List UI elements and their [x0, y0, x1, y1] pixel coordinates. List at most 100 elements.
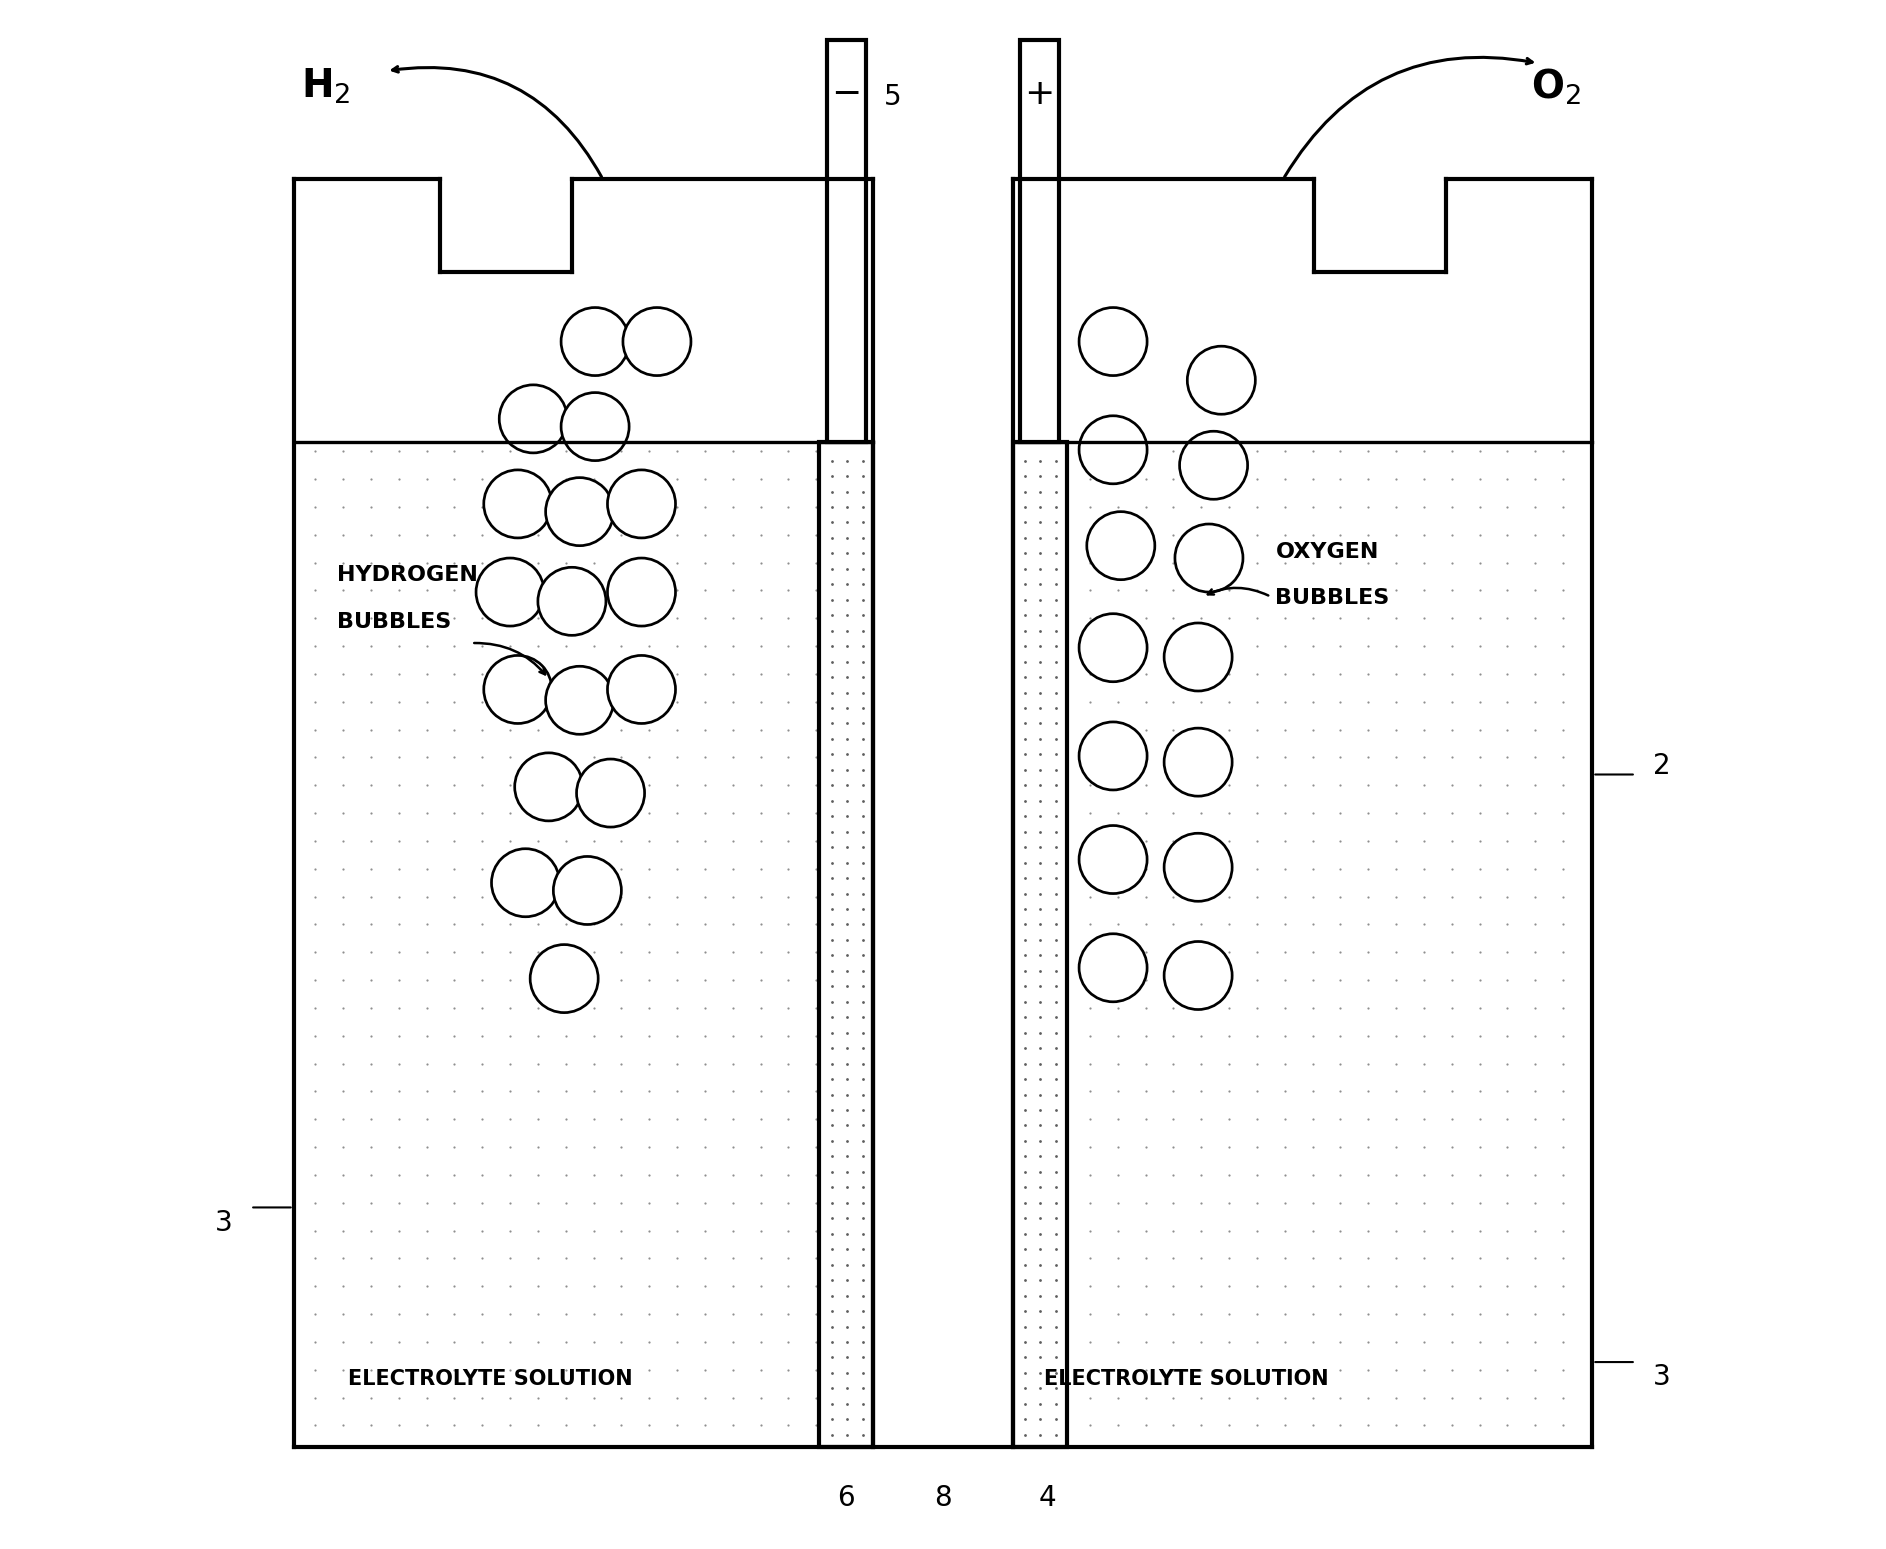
Point [1075, 996, 1105, 1021]
Point [1130, 940, 1160, 965]
Point [1158, 578, 1188, 603]
Circle shape [577, 759, 645, 827]
Point [1437, 1163, 1467, 1188]
Point [830, 466, 860, 491]
Point [773, 773, 803, 798]
Point [1298, 1413, 1328, 1437]
Point [439, 634, 470, 658]
Point [1520, 717, 1550, 742]
Point [773, 1218, 803, 1242]
Point [847, 1145, 877, 1169]
Point [690, 912, 720, 937]
Point [1520, 606, 1550, 630]
Point [719, 634, 749, 658]
Point [579, 773, 609, 798]
Point [817, 1114, 847, 1139]
Point [1186, 550, 1216, 575]
Point [1018, 606, 1049, 630]
Point [1548, 968, 1579, 993]
Point [830, 884, 860, 909]
Point [356, 857, 387, 881]
Point [1041, 587, 1071, 612]
Point [1326, 912, 1356, 937]
Point [383, 1135, 413, 1160]
Point [356, 996, 387, 1021]
Point [1158, 801, 1188, 826]
Point [1298, 968, 1328, 993]
Point [1492, 745, 1522, 770]
Text: 2: 2 [1654, 753, 1671, 781]
Point [1520, 912, 1550, 937]
Point [1326, 494, 1356, 519]
Point [847, 1114, 877, 1139]
Point [1103, 634, 1133, 658]
Point [1241, 1357, 1271, 1382]
Point [1437, 494, 1467, 519]
Point [802, 884, 832, 909]
Point [468, 1329, 498, 1354]
Point [690, 494, 720, 519]
Point [817, 525, 847, 550]
Point [1298, 717, 1328, 742]
Point [300, 996, 330, 1021]
Point [1026, 866, 1056, 891]
Point [1018, 1024, 1049, 1049]
Point [605, 1080, 636, 1104]
Point [1215, 522, 1245, 547]
Point [832, 448, 862, 472]
Point [1492, 661, 1522, 686]
Point [1047, 522, 1077, 547]
Point [745, 1163, 775, 1188]
Point [1548, 661, 1579, 686]
Point [1381, 1357, 1411, 1382]
Circle shape [545, 666, 613, 734]
Point [1464, 773, 1494, 798]
Point [1269, 857, 1299, 881]
Point [356, 1163, 387, 1188]
Point [1381, 1329, 1411, 1354]
Point [605, 1218, 636, 1242]
Point [1548, 940, 1579, 965]
Point [1041, 773, 1071, 798]
Point [1186, 634, 1216, 658]
Point [1158, 689, 1188, 714]
Point [690, 829, 720, 853]
Point [802, 1135, 832, 1160]
Point [745, 1108, 775, 1132]
Point [830, 1329, 860, 1354]
Point [468, 912, 498, 937]
Point [817, 1067, 847, 1092]
Point [802, 1024, 832, 1049]
Point [1009, 819, 1039, 844]
Point [579, 1080, 609, 1104]
Point [1492, 801, 1522, 826]
Point [1026, 665, 1056, 689]
Point [1158, 1163, 1188, 1188]
Point [494, 857, 524, 881]
Point [1130, 1080, 1160, 1104]
Point [1186, 689, 1216, 714]
Point [1464, 857, 1494, 881]
Point [1009, 525, 1039, 550]
Point [1520, 1052, 1550, 1077]
Point [1018, 1080, 1049, 1104]
Point [1026, 1205, 1056, 1230]
Point [1548, 494, 1579, 519]
Point [1464, 438, 1494, 463]
Point [328, 1385, 358, 1410]
Point [468, 634, 498, 658]
Point [1158, 996, 1188, 1021]
Point [1381, 661, 1411, 686]
Point [1026, 587, 1056, 612]
Point [1041, 1252, 1071, 1276]
Circle shape [530, 945, 598, 1013]
Circle shape [1164, 728, 1232, 796]
Point [690, 773, 720, 798]
Point [411, 801, 441, 826]
Point [1026, 1221, 1056, 1245]
Point [1041, 463, 1071, 488]
Point [802, 1052, 832, 1077]
Point [356, 438, 387, 463]
Point [1326, 1080, 1356, 1104]
Point [1298, 661, 1328, 686]
